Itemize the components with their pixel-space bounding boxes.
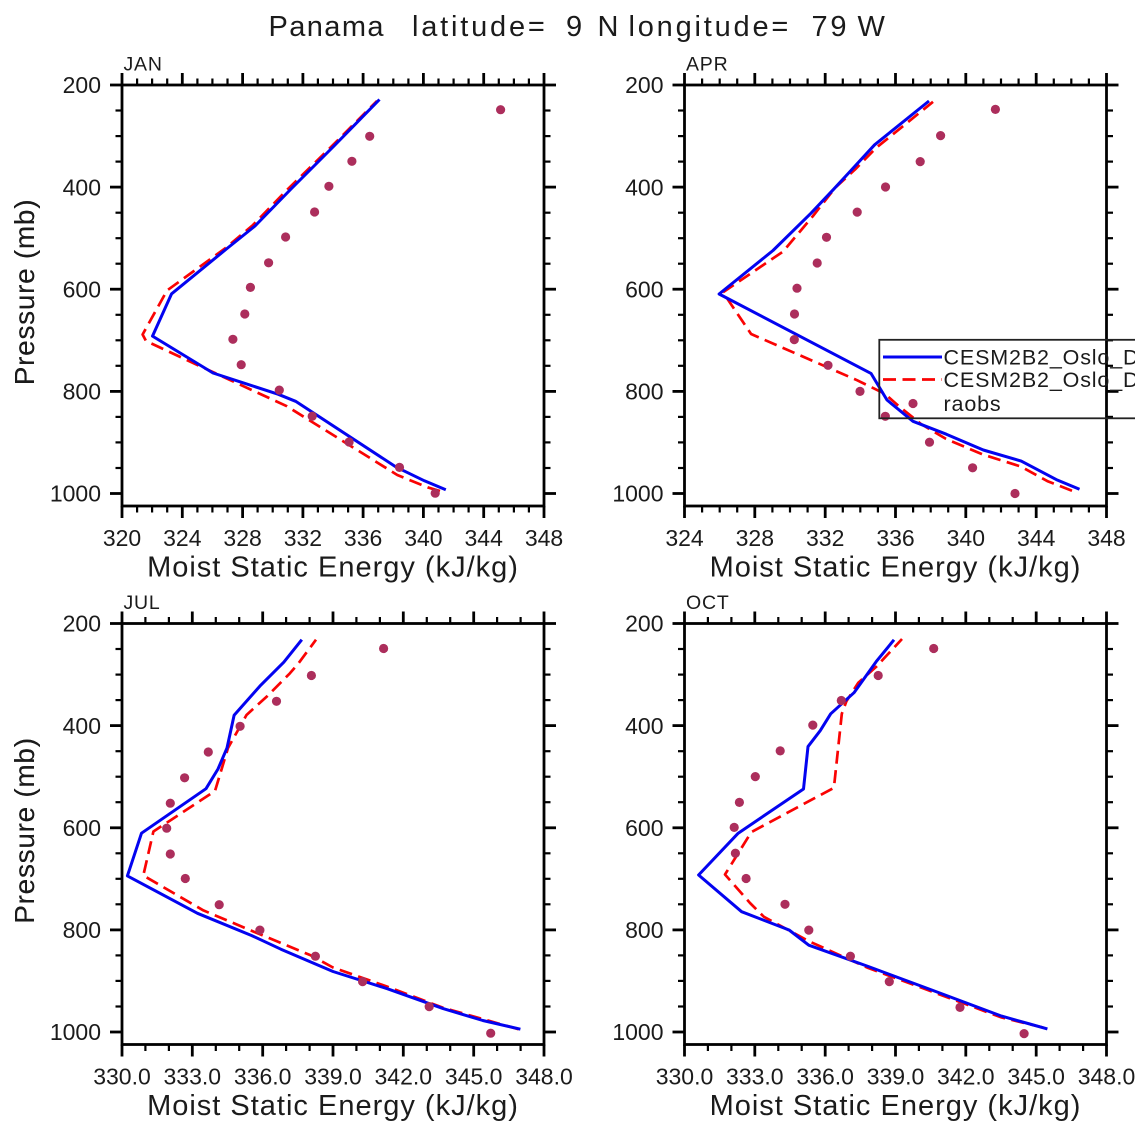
- svg-text:CESM2B2_Oslo_DYN: CESM2B2_Oslo_DYN: [944, 346, 1135, 370]
- svg-text:344: 344: [465, 525, 504, 551]
- svg-text:333.0: 333.0: [726, 1064, 784, 1090]
- svg-text:200: 200: [625, 72, 663, 98]
- svg-text:336.0: 336.0: [796, 1064, 854, 1090]
- svg-text:JAN: JAN: [124, 54, 163, 76]
- svg-text:348.0: 348.0: [1078, 1064, 1135, 1090]
- svg-text:600: 600: [625, 276, 663, 302]
- svg-text:345.0: 345.0: [1007, 1064, 1065, 1090]
- svg-text:Moist Static Energy (kJ/kg): Moist Static Energy (kJ/kg): [147, 552, 519, 584]
- svg-text:330.0: 330.0: [656, 1064, 714, 1090]
- svg-text:340: 340: [404, 525, 442, 551]
- svg-text:332: 332: [284, 525, 322, 551]
- svg-text:1000: 1000: [50, 481, 101, 507]
- svg-text:600: 600: [625, 815, 663, 841]
- svg-text:800: 800: [625, 379, 663, 405]
- svg-text:328: 328: [736, 525, 774, 551]
- svg-text:1000: 1000: [50, 1019, 101, 1045]
- svg-text:200: 200: [63, 72, 101, 98]
- svg-text:400: 400: [63, 713, 101, 739]
- svg-text:320: 320: [103, 525, 141, 551]
- svg-text:333.0: 333.0: [164, 1064, 222, 1090]
- svg-text:330.0: 330.0: [93, 1064, 151, 1090]
- svg-text:339.0: 339.0: [867, 1064, 925, 1090]
- svg-text:Moist Static Energy (kJ/kg): Moist Static Energy (kJ/kg): [710, 1090, 1082, 1122]
- svg-text:348.0: 348.0: [515, 1064, 573, 1090]
- svg-text:1000: 1000: [612, 481, 663, 507]
- svg-text:345.0: 345.0: [445, 1064, 503, 1090]
- svg-text:324: 324: [163, 525, 202, 551]
- svg-text:342.0: 342.0: [937, 1064, 995, 1090]
- svg-text:N: N: [598, 11, 619, 43]
- svg-text:Pressure (mb): Pressure (mb): [9, 737, 40, 923]
- svg-text:200: 200: [63, 611, 101, 637]
- svg-text:324: 324: [665, 525, 704, 551]
- svg-text:336.0: 336.0: [234, 1064, 292, 1090]
- svg-text:336: 336: [876, 525, 914, 551]
- svg-text:340: 340: [947, 525, 985, 551]
- svg-text:800: 800: [63, 917, 101, 943]
- svg-text:332: 332: [806, 525, 844, 551]
- svg-text:latitude=: latitude=: [412, 11, 548, 43]
- svg-text:raobs: raobs: [944, 392, 1002, 416]
- svg-text:JUL: JUL: [124, 592, 161, 614]
- svg-text:400: 400: [625, 713, 663, 739]
- svg-text:APR: APR: [686, 54, 729, 76]
- svg-text:342.0: 342.0: [375, 1064, 433, 1090]
- svg-text:339.0: 339.0: [304, 1064, 362, 1090]
- svg-text:400: 400: [63, 174, 101, 200]
- svg-text:Pressure (mb): Pressure (mb): [9, 199, 40, 385]
- svg-text:Pressure (mb): Pressure (mb): [9, 737, 40, 923]
- svg-text:800: 800: [63, 379, 101, 405]
- svg-text:348: 348: [1087, 525, 1125, 551]
- svg-text:Moist Static Energy (kJ/kg): Moist Static Energy (kJ/kg): [147, 1090, 519, 1122]
- svg-text:OCT: OCT: [686, 592, 730, 614]
- svg-text:CESM2B2_Oslo_DYN: CESM2B2_Oslo_DYN: [944, 368, 1135, 392]
- svg-text:336: 336: [344, 525, 382, 551]
- svg-text:W: W: [858, 11, 886, 43]
- svg-text:1000: 1000: [612, 1019, 663, 1045]
- svg-text:Panama: Panama: [269, 11, 385, 43]
- svg-text:800: 800: [625, 917, 663, 943]
- svg-text:328: 328: [223, 525, 261, 551]
- svg-text:348: 348: [525, 525, 563, 551]
- svg-text:Moist Static Energy (kJ/kg): Moist Static Energy (kJ/kg): [710, 552, 1082, 584]
- svg-text:344: 344: [1017, 525, 1056, 551]
- svg-text:longitude=: longitude=: [629, 11, 792, 43]
- svg-text:9: 9: [566, 11, 582, 43]
- svg-text:600: 600: [63, 815, 101, 841]
- svg-text:79: 79: [812, 11, 850, 43]
- svg-text:200: 200: [625, 611, 663, 637]
- svg-text:400: 400: [625, 174, 663, 200]
- svg-text:600: 600: [63, 276, 101, 302]
- svg-text:Pressure (mb): Pressure (mb): [9, 199, 40, 385]
